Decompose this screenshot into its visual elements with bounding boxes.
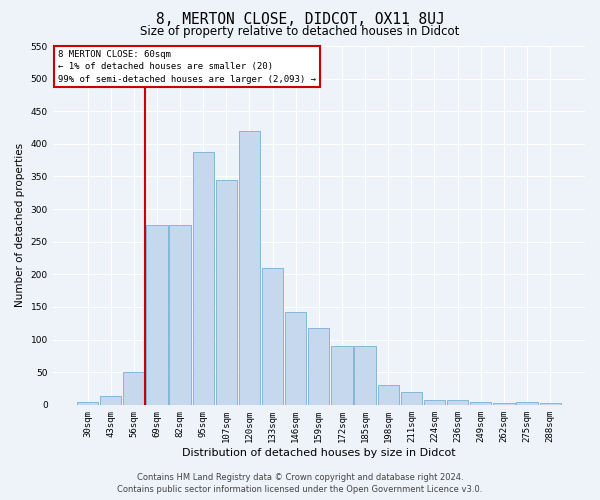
- Bar: [215, 180, 237, 405]
- Bar: [146, 226, 167, 405]
- Bar: [539, 403, 561, 405]
- Bar: [355, 346, 376, 405]
- Text: 8 MERTON CLOSE: 60sqm
← 1% of detached houses are smaller (20)
99% of semi-detac: 8 MERTON CLOSE: 60sqm ← 1% of detached h…: [58, 50, 316, 84]
- Bar: [447, 400, 468, 405]
- Text: Size of property relative to detached houses in Didcot: Size of property relative to detached ho…: [140, 25, 460, 38]
- Bar: [517, 402, 538, 405]
- Bar: [77, 402, 98, 405]
- Bar: [401, 392, 422, 405]
- Bar: [239, 131, 260, 405]
- Bar: [100, 396, 121, 405]
- Bar: [308, 328, 329, 405]
- X-axis label: Distribution of detached houses by size in Didcot: Distribution of detached houses by size …: [182, 448, 455, 458]
- Bar: [377, 386, 399, 405]
- Bar: [262, 268, 283, 405]
- Bar: [493, 403, 515, 405]
- Bar: [424, 400, 445, 405]
- Text: Contains HM Land Registry data © Crown copyright and database right 2024.
Contai: Contains HM Land Registry data © Crown c…: [118, 473, 482, 494]
- Bar: [285, 312, 307, 405]
- Bar: [193, 152, 214, 405]
- Text: 8, MERTON CLOSE, DIDCOT, OX11 8UJ: 8, MERTON CLOSE, DIDCOT, OX11 8UJ: [155, 12, 445, 28]
- Bar: [169, 226, 191, 405]
- Bar: [470, 402, 491, 405]
- Bar: [331, 346, 353, 405]
- Bar: [123, 372, 145, 405]
- Y-axis label: Number of detached properties: Number of detached properties: [15, 144, 25, 308]
